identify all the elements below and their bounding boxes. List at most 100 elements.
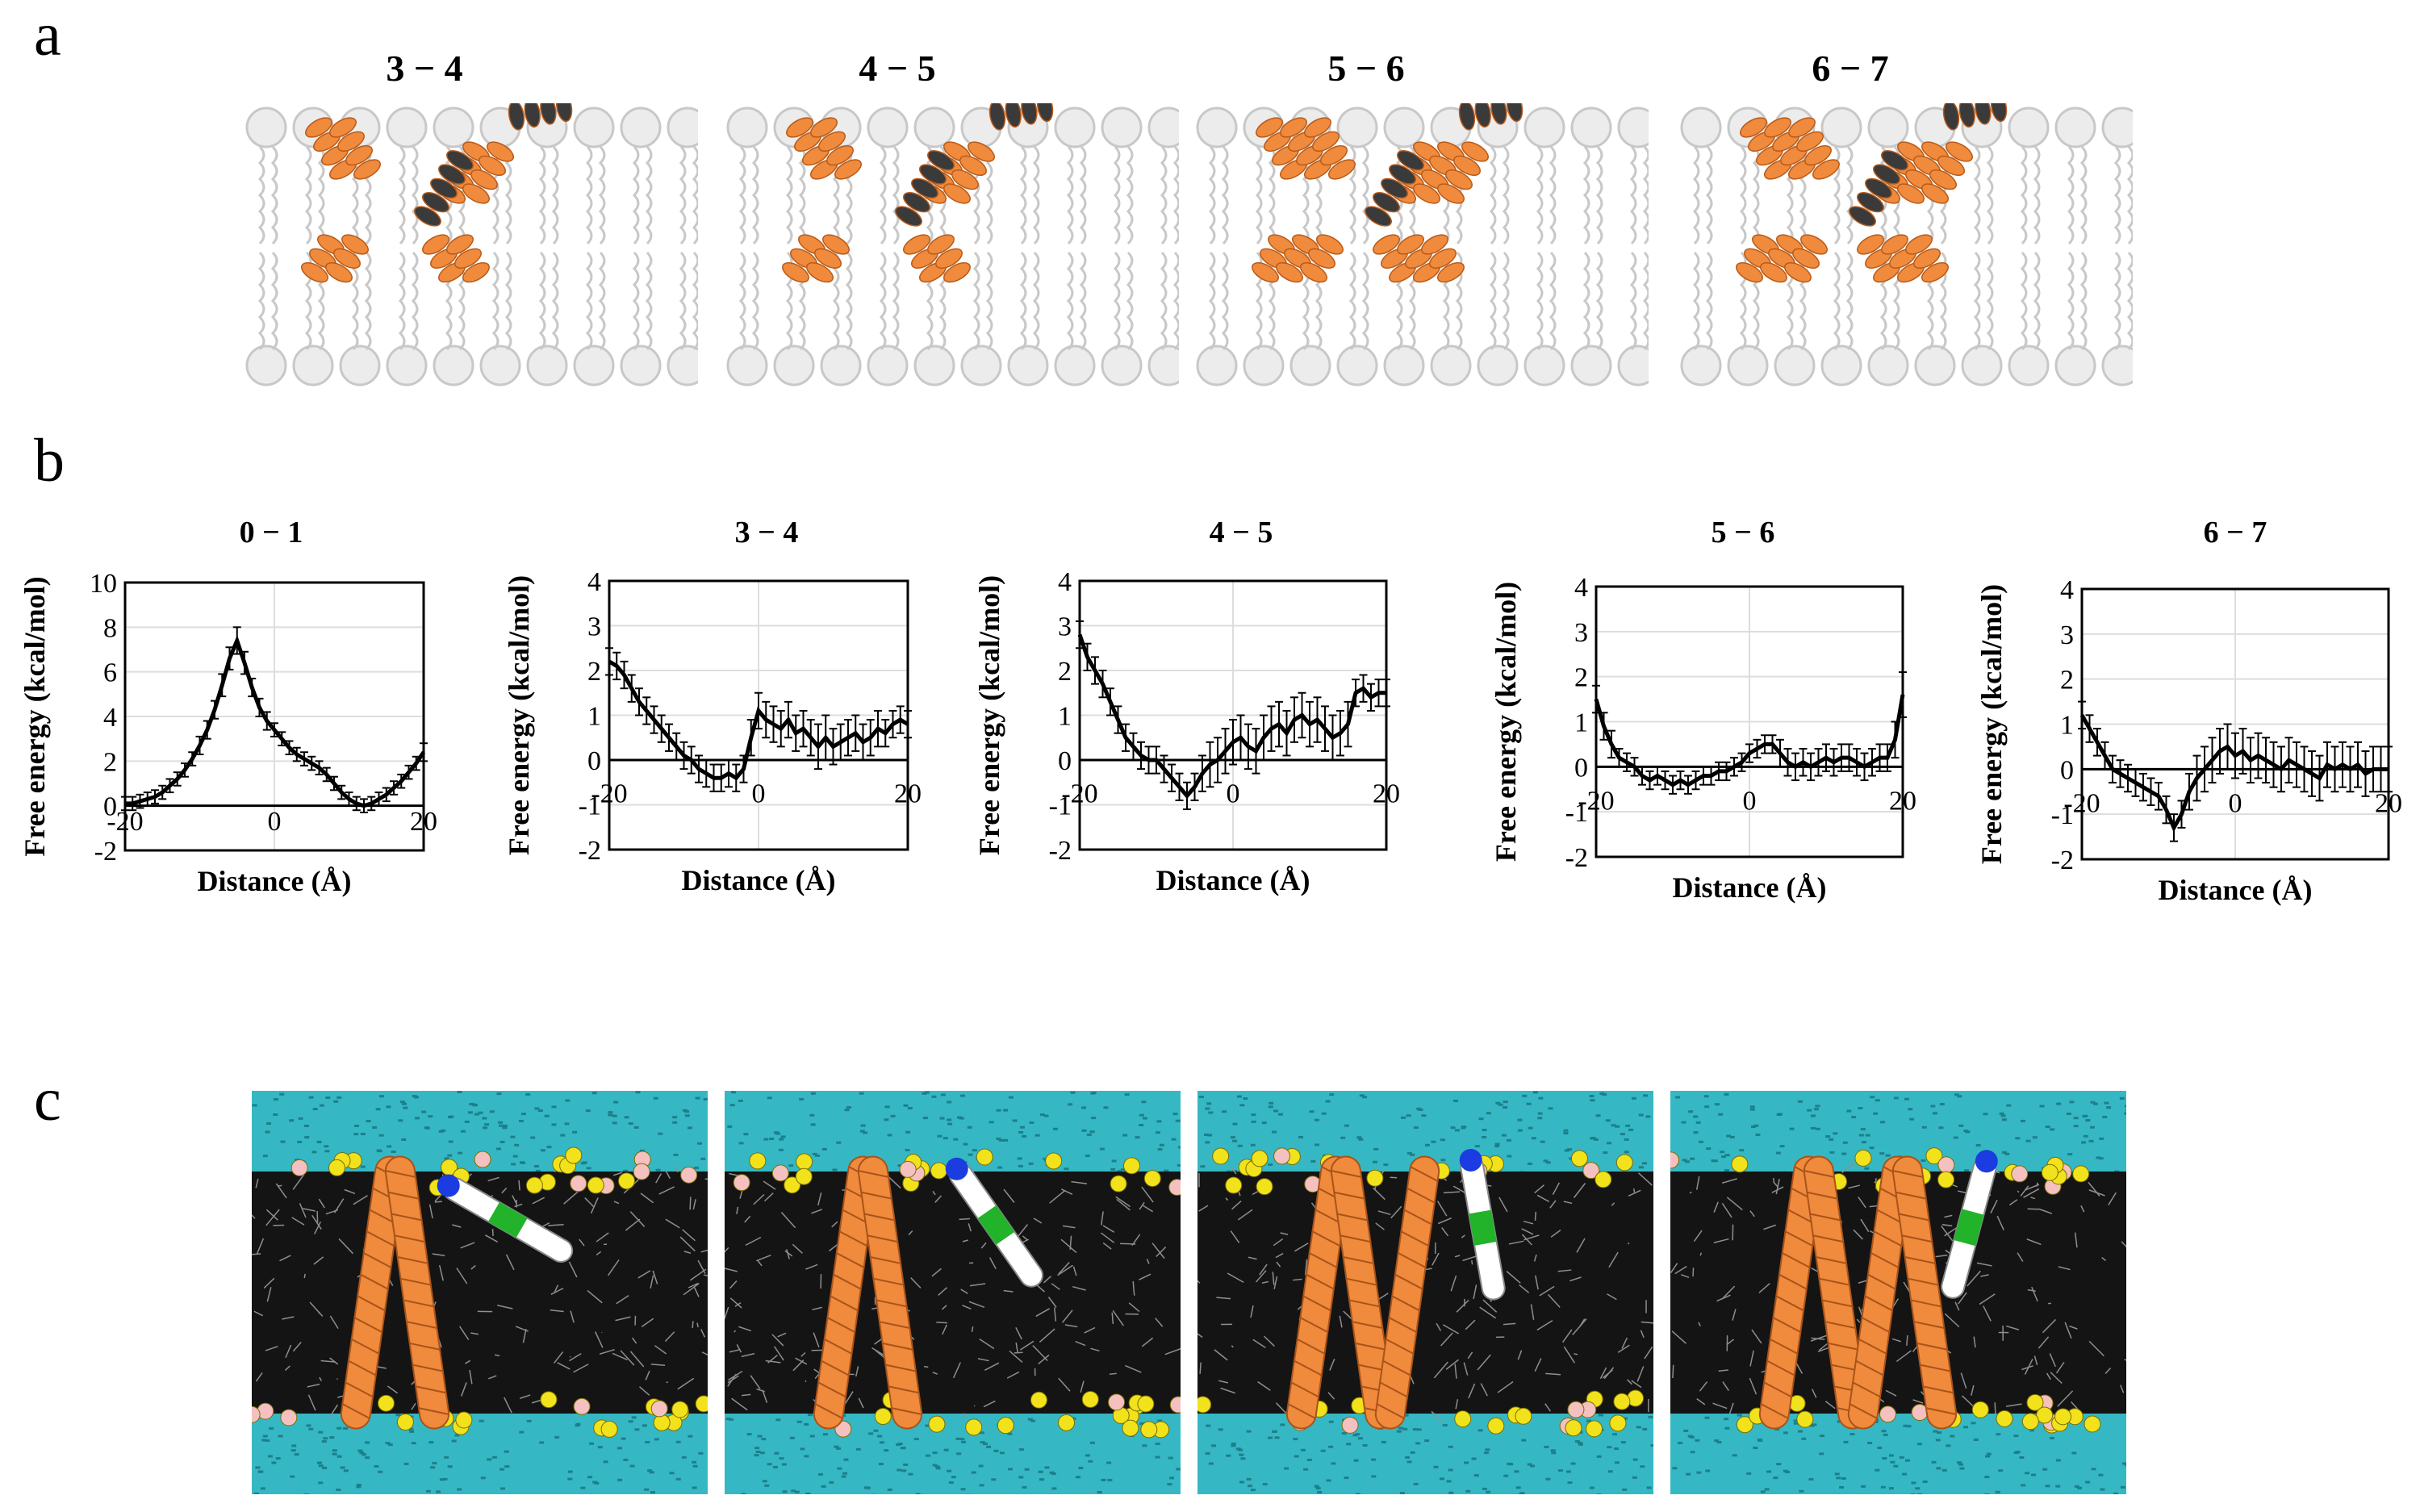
protein-helix [1285, 1155, 1352, 1430]
water-molecule [318, 1464, 324, 1468]
lipid-tail [1535, 1275, 1539, 1290]
water-molecule [672, 1116, 678, 1119]
lipid-tail [751, 145, 759, 245]
water-molecule [1620, 1441, 1626, 1444]
lipid-tail [692, 145, 698, 245]
water-molecule [447, 1465, 453, 1468]
lipid-tail [329, 1315, 339, 1330]
water-molecule [1675, 1096, 1681, 1099]
water-molecule [697, 1142, 703, 1145]
lipid-tail [1712, 1402, 1728, 1410]
lipid-tail [1225, 1197, 1229, 1201]
tm-helix [1921, 141, 1973, 204]
water-molecule [1888, 1454, 1894, 1457]
water-molecule [1624, 1151, 1629, 1154]
water-molecule [1527, 1463, 1532, 1466]
water-molecule [565, 1099, 571, 1102]
water-molecule [1537, 1117, 1543, 1120]
lipid-tail [704, 1274, 708, 1276]
water-molecule [2056, 1102, 2062, 1105]
water-molecule [1515, 1486, 1521, 1489]
lipid-tail [1109, 1372, 1117, 1375]
lipid-head [1007, 345, 1049, 386]
water-molecule [1825, 1135, 1831, 1138]
lipid-tail [579, 1238, 585, 1247]
lipid-tail [962, 1305, 972, 1309]
lipid-tail [469, 1369, 473, 1385]
water-molecule [1565, 1470, 1571, 1473]
lipid-tail [785, 1249, 790, 1259]
water-molecule [1957, 1095, 1962, 1098]
lipid-tail [2057, 1390, 2074, 1407]
lipid-tail [1489, 251, 1497, 351]
lipid-tail [1473, 1284, 1477, 1300]
lipid-tail [1523, 1234, 1540, 1241]
plot-frame [1595, 585, 1904, 858]
water-molecule [1904, 1097, 1910, 1101]
lipid-headgroup [1515, 1407, 1532, 1425]
water-molecule [1808, 1477, 1814, 1481]
water-molecule [502, 1124, 508, 1127]
lipid-head [245, 107, 287, 148]
water-molecule [356, 1483, 362, 1486]
lipid-tail [1557, 1269, 1572, 1272]
water-molecule [378, 1134, 384, 1137]
lipid-tail [2126, 145, 2133, 245]
water-molecule [278, 1435, 283, 1438]
water-molecule [1776, 1463, 1782, 1466]
water-molecule [993, 1449, 999, 1452]
lipid-tail [844, 1391, 854, 1405]
water-molecule [580, 1486, 586, 1489]
peptide-helix [895, 150, 955, 227]
water-molecule [1842, 1141, 1848, 1144]
water-molecule [1903, 1424, 1908, 1427]
water-molecule [655, 1168, 661, 1172]
water-molecule [2106, 1106, 2112, 1109]
water-molecule [482, 1117, 487, 1120]
lipid-headgroup [600, 1420, 618, 1438]
lipid-tail [1845, 251, 1854, 351]
lipid-tail [1480, 1383, 1488, 1397]
water-molecule [1486, 1490, 1491, 1493]
water-molecule [495, 1147, 501, 1151]
water-molecule [484, 1123, 490, 1126]
y-tick-label: -2 [2051, 846, 2074, 875]
lipid-headgroup [930, 1162, 947, 1180]
lipid-tail [532, 1197, 545, 1205]
water-molecule [947, 1122, 953, 1126]
water-molecule [1893, 1464, 1899, 1468]
water-molecule [738, 1142, 744, 1145]
water-molecule [774, 1451, 779, 1455]
lipid-tail [923, 1365, 929, 1368]
water-molecule [1836, 1476, 1841, 1480]
water-molecule [1320, 1449, 1326, 1452]
lipid-tail [1014, 1351, 1023, 1354]
water-molecule [1068, 1103, 1073, 1106]
water-molecule [884, 1118, 889, 1121]
lipid-tail [1983, 1305, 1992, 1322]
water-molecule [1749, 1105, 1755, 1109]
water-molecule [1314, 1143, 1320, 1147]
water-molecule [398, 1119, 403, 1122]
water-molecule [834, 1445, 839, 1448]
water-molecule [1567, 1148, 1573, 1151]
lipid-tail [855, 1366, 859, 1377]
water-molecule [1688, 1110, 1694, 1113]
lipid-tail [270, 145, 278, 245]
water-molecule [1704, 1416, 1710, 1419]
water-molecule [303, 1124, 309, 1127]
water-molecule [948, 1481, 954, 1484]
membrane-diagram-2 [726, 103, 1179, 386]
lipid-tail [1294, 1243, 1309, 1252]
lipid-tail [1467, 1351, 1473, 1360]
water-molecule [1593, 1138, 1599, 1141]
water-molecule [2055, 1485, 2061, 1488]
lipid-head [1570, 107, 1612, 148]
lipid-tail [771, 1334, 784, 1347]
water-molecule [2081, 1141, 2087, 1144]
water-molecule [1632, 1476, 1637, 1479]
water-molecule [1693, 1115, 1699, 1118]
water-molecule [741, 1493, 746, 1494]
lipid-tail [677, 1377, 695, 1390]
water-molecule [1341, 1432, 1347, 1435]
